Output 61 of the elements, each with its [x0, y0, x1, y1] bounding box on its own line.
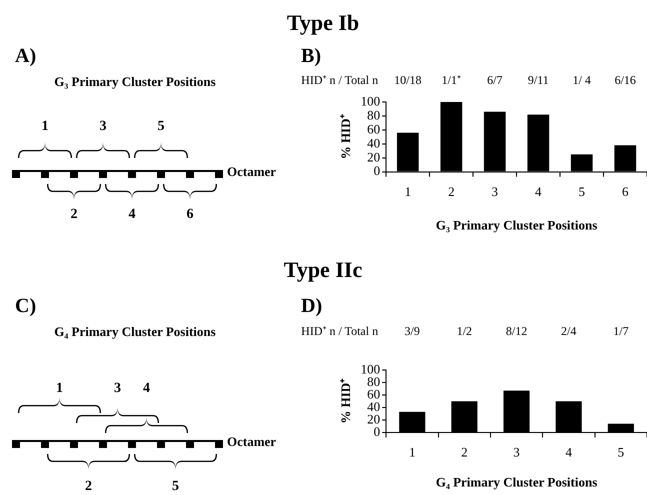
text: Type Ib — [286, 10, 360, 35]
y-tick-label: 60 — [367, 121, 380, 136]
text: Octamer — [227, 164, 276, 179]
x-tick-label: 5 — [618, 444, 624, 460]
text: HID⁺ n / Total n — [301, 324, 378, 338]
x-tick-label: 4 — [535, 184, 542, 200]
text: Octamer — [227, 434, 276, 449]
text: G₃ Primary Cluster Positions — [54, 74, 216, 89]
x-axis-title: G₄ Primary Cluster Positions — [436, 474, 598, 490]
text: 6 — [186, 207, 194, 222]
x-tick-label: 3 — [513, 444, 520, 460]
text: 4 — [128, 207, 136, 222]
text: 1 — [42, 119, 48, 134]
text: 1 — [56, 381, 63, 396]
text: D) — [301, 295, 322, 317]
y-tick-label: 40 — [367, 135, 380, 150]
text: 1/2 — [456, 324, 472, 338]
text: 2/4 — [561, 324, 576, 338]
text: 8/12 — [506, 324, 528, 338]
text: 6/7 — [487, 73, 502, 87]
text: 4 — [143, 381, 150, 396]
x-tick-label: 2 — [448, 184, 455, 200]
text: 5 — [158, 119, 164, 134]
y-axis-title: % HID⁺ — [338, 378, 354, 424]
x-tick-label: 1 — [408, 444, 416, 460]
text: 1/7 — [613, 324, 629, 338]
y-tick-label: 0 — [374, 163, 380, 178]
y-tick-label: 20 — [367, 411, 380, 426]
text: 6/16 — [614, 73, 636, 87]
text: 9/11 — [528, 73, 549, 87]
text: Type IIc — [284, 257, 362, 282]
y-axis-title: % HID⁺ — [338, 113, 354, 160]
text: 3 — [114, 381, 121, 396]
x-tick-label: 4 — [565, 444, 572, 460]
text: 3/9 — [404, 324, 420, 338]
y-tick-label: 60 — [367, 386, 380, 402]
x-tick-label: 6 — [622, 184, 630, 200]
text: 1/1⁺ — [442, 73, 461, 87]
y-tick-label: 80 — [367, 107, 380, 122]
text: 10/18 — [394, 73, 422, 87]
y-tick-label: 20 — [367, 149, 380, 164]
y-tick-label: 100 — [360, 93, 380, 108]
text: 1/ 4 — [572, 73, 591, 87]
text: A) — [15, 45, 36, 67]
text: HID⁺ n / Total n — [301, 73, 378, 87]
y-tick-label: 40 — [367, 398, 380, 414]
y-tick-label: 80 — [367, 374, 380, 389]
text: C) — [15, 295, 36, 317]
y-tick-label: 100 — [360, 361, 380, 376]
x-tick-label: 2 — [461, 444, 468, 460]
x-tick-label: 1 — [404, 184, 412, 200]
text: B) — [301, 45, 321, 67]
text: 3 — [100, 119, 106, 134]
y-tick-label: 0 — [374, 424, 380, 439]
text: 2 — [70, 207, 78, 222]
text: 5 — [172, 479, 179, 494]
text: 2 — [85, 479, 92, 494]
text: G₄ Primary Cluster Positions — [54, 324, 216, 339]
x-axis-title: G₃ Primary Cluster Positions — [436, 218, 598, 233]
x-tick-label: 3 — [492, 184, 498, 200]
x-tick-label: 5 — [578, 184, 586, 200]
